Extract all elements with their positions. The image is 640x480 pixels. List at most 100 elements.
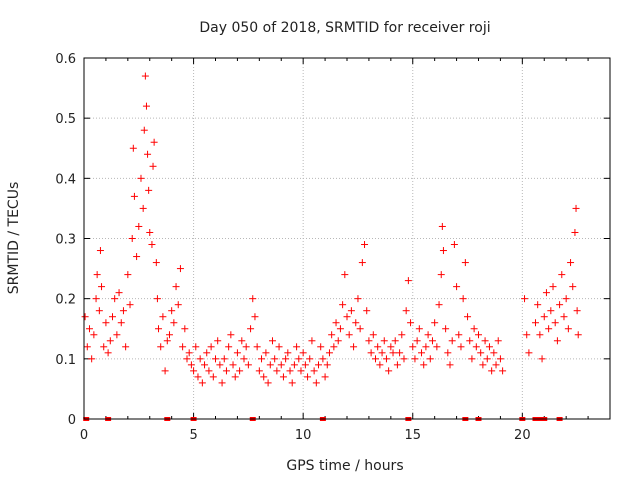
plot-frame	[83, 57, 611, 420]
y-tick-label: 0.1	[55, 353, 76, 368]
y-axis-ticks: 0 0.1 0.2 0.3 0.4 0.5 0.6	[55, 52, 610, 428]
data-point	[488, 367, 496, 375]
data-point	[266, 361, 274, 369]
data-point	[448, 337, 456, 345]
data-point	[150, 138, 158, 146]
data-point	[135, 222, 143, 230]
data-point	[551, 319, 559, 327]
data-point	[100, 343, 108, 351]
data-point	[240, 355, 248, 363]
data-point	[129, 144, 137, 152]
data-point	[365, 337, 373, 345]
data-point	[343, 313, 351, 321]
data-point	[207, 343, 215, 351]
data-point	[108, 313, 116, 321]
data-point	[179, 343, 187, 351]
data-point	[251, 313, 259, 321]
data-point	[153, 295, 161, 303]
data-point	[490, 349, 498, 357]
chart-title: Day 050 of 2018, SRMTID for receiver roj…	[199, 20, 490, 36]
data-point	[152, 259, 160, 267]
data-point	[159, 313, 167, 321]
data-point	[562, 295, 570, 303]
data-point	[435, 301, 443, 309]
data-point	[431, 319, 439, 327]
data-point	[187, 361, 195, 369]
data-point	[492, 361, 500, 369]
data-point	[295, 355, 303, 363]
data-point	[247, 325, 255, 333]
data-point	[284, 349, 292, 357]
data-point	[222, 367, 230, 375]
data-point	[477, 349, 485, 357]
data-point	[174, 301, 182, 309]
data-point	[146, 228, 154, 236]
data-point	[172, 283, 180, 291]
data-point	[119, 307, 127, 315]
data-point	[323, 361, 331, 369]
data-point	[142, 102, 150, 110]
data-point	[96, 247, 104, 255]
data-point	[442, 325, 450, 333]
data-point	[402, 307, 410, 315]
data-point	[547, 307, 555, 315]
data-point	[249, 295, 257, 303]
data-point	[556, 301, 564, 309]
data-point	[545, 325, 553, 333]
data-point	[453, 283, 461, 291]
data-point	[238, 337, 246, 345]
data-point	[571, 228, 579, 236]
data-point	[229, 361, 237, 369]
y-tick-label: 0.6	[55, 52, 76, 67]
data-point	[553, 337, 561, 345]
data-point	[198, 379, 206, 387]
data-point	[83, 343, 91, 351]
data-point	[214, 337, 222, 345]
data-point	[361, 241, 369, 249]
data-point	[426, 355, 434, 363]
data-point	[140, 126, 148, 134]
data-point	[312, 379, 320, 387]
data-point	[262, 349, 270, 357]
data-point	[277, 361, 285, 369]
y-tick-label: 0.4	[55, 172, 76, 187]
data-point	[170, 319, 178, 327]
data-point	[396, 349, 404, 357]
data-point	[293, 343, 301, 351]
data-point	[98, 283, 106, 291]
data-point	[422, 343, 430, 351]
data-point	[288, 379, 296, 387]
data-point	[380, 337, 388, 345]
data-point	[122, 343, 130, 351]
y-tick-label: 0	[68, 413, 76, 428]
data-point	[483, 355, 491, 363]
data-point	[321, 373, 329, 381]
data-point	[549, 283, 557, 291]
data-point	[236, 367, 244, 375]
data-point	[569, 283, 577, 291]
data-point	[521, 295, 529, 303]
x-axis-label: GPS time / hours	[286, 458, 403, 474]
data-point	[574, 331, 582, 339]
data-point	[201, 361, 209, 369]
data-point	[268, 337, 276, 345]
data-point	[391, 337, 399, 345]
data-point	[564, 325, 572, 333]
data-point	[220, 355, 228, 363]
data-point	[306, 355, 314, 363]
data-point	[242, 343, 250, 351]
data-point	[339, 301, 347, 309]
data-point	[472, 343, 480, 351]
data-point	[319, 355, 327, 363]
x-tick-label: 0	[80, 428, 88, 443]
data-point	[148, 241, 156, 249]
data-point	[424, 331, 432, 339]
data-point	[369, 331, 377, 339]
data-point	[244, 361, 252, 369]
data-point	[137, 174, 145, 182]
data-points	[81, 72, 582, 387]
data-point	[433, 343, 441, 351]
data-point	[374, 343, 382, 351]
data-point	[350, 343, 358, 351]
data-point	[457, 343, 465, 351]
